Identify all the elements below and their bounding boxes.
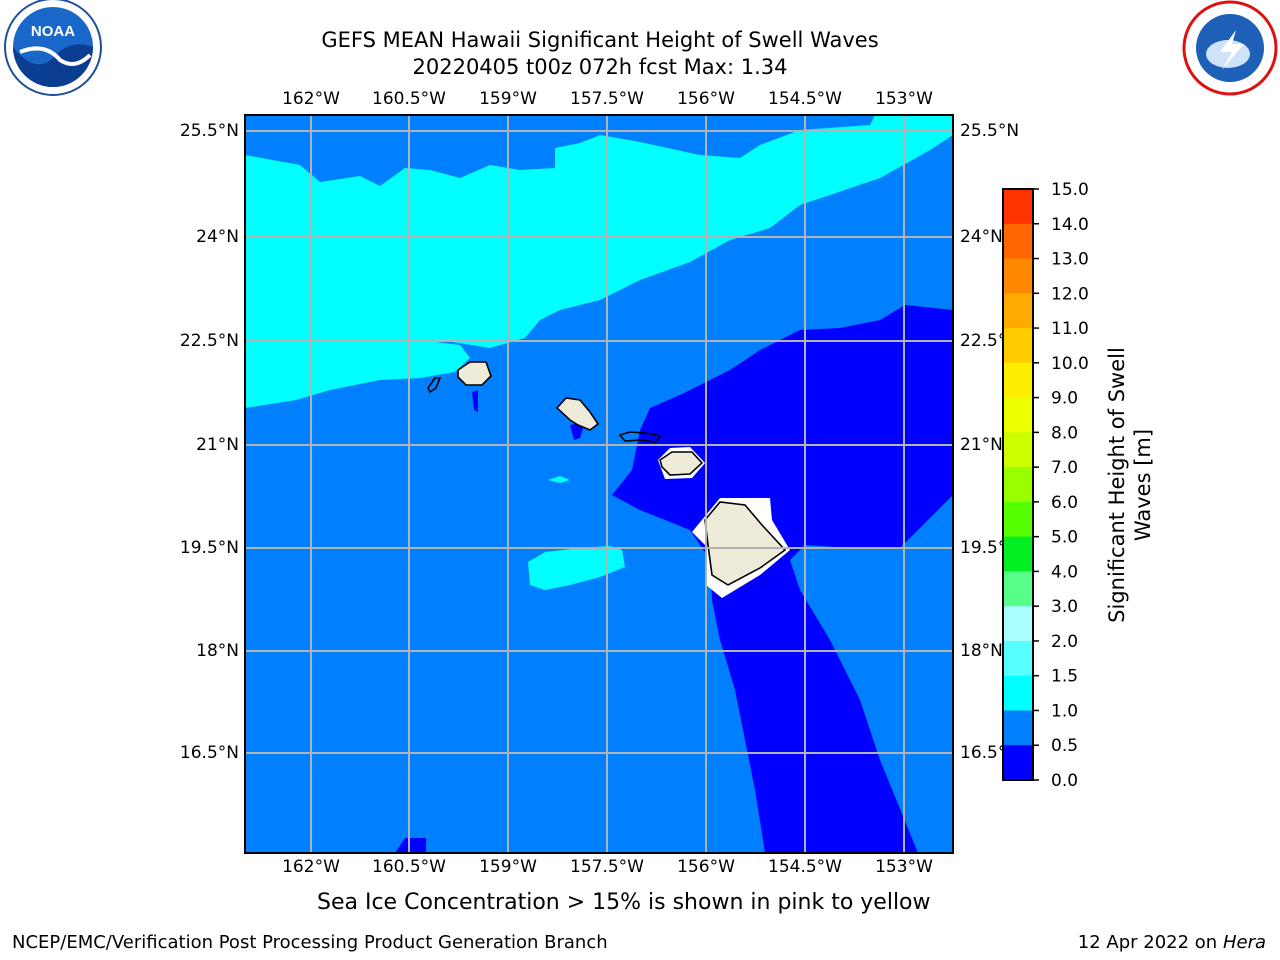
lon-label-bottom: 160.5°W xyxy=(372,857,446,877)
colorbar-segment xyxy=(1003,467,1033,503)
colorbar: 15.0 14.0 13.0 12.0 11.0 10.0 9.0 8.0 7.0 6.0 5.0 4… xyxy=(1002,180,1089,791)
colorbar-tick-label: 6.0 xyxy=(1051,493,1078,513)
colorbar-segment xyxy=(1003,397,1033,433)
lon-label-top: 156°W xyxy=(677,89,735,109)
lon-label-top: 154.5°W xyxy=(768,89,842,109)
lon-label-bottom: 153°W xyxy=(875,857,933,877)
lat-label-right: 16.5°N xyxy=(960,743,1002,763)
lat-label-right: 21°N xyxy=(960,435,1002,455)
colorbar-tick-label: 0.0 xyxy=(1051,771,1078,791)
colorbar-segment xyxy=(1003,606,1033,642)
footer-host: Hera xyxy=(1222,932,1266,953)
lon-label-top: 159°W xyxy=(479,89,537,109)
lon-label-bottom: 159°W xyxy=(479,857,537,877)
colorbar-segment xyxy=(1003,675,1033,711)
island-kauai xyxy=(457,361,492,386)
footer-credit: NCEP/EMC/Verification Post Processing Pr… xyxy=(12,932,608,953)
lon-label-bottom: 154.5°W xyxy=(768,857,842,877)
colorbar-tick-label: 14.0 xyxy=(1051,215,1089,235)
lat-label-left: 19.5°N xyxy=(179,538,239,558)
swell-zone-1-to-1-5 xyxy=(245,115,953,408)
chart-subtitle: 20220405 t00z 072h fcst Max: 1.34 xyxy=(412,55,788,79)
swell-sliver-3 xyxy=(395,838,426,853)
island-molokai xyxy=(618,431,662,443)
island-oahu xyxy=(555,397,600,431)
colorbar-segment xyxy=(1003,189,1033,225)
footer-date: 12 Apr 2022 on Hera xyxy=(1078,932,1266,953)
colorbar-tick-label: 11.0 xyxy=(1051,319,1089,339)
lon-label-top: 157.5°W xyxy=(570,89,644,109)
colorbar-tick-label: 5.0 xyxy=(1051,528,1078,548)
lon-label-top: 153°W xyxy=(875,89,933,109)
lon-label-top: 162°W xyxy=(282,89,340,109)
swell-zone-0-to-0-5 xyxy=(612,305,953,853)
lat-label-right: 18°N xyxy=(960,641,1002,661)
swell-sliver-1 xyxy=(472,390,478,412)
colorbar-segment xyxy=(1003,223,1033,260)
lat-label-left: 18°N xyxy=(196,641,239,661)
colorbar-segment xyxy=(1003,710,1033,746)
colorbar-segment xyxy=(1003,432,1033,468)
lat-label-left: 16.5°N xyxy=(179,743,239,763)
swell-patch-south xyxy=(528,546,625,590)
lat-label-right: 22.5°N xyxy=(960,331,1002,351)
lon-label-bottom: 157.5°W xyxy=(570,857,644,877)
colorbar-tick-label: 7.0 xyxy=(1051,458,1078,478)
colorbar-tick-label: 8.0 xyxy=(1051,423,1078,443)
lat-label-right: 19.5°N xyxy=(960,538,1002,558)
lat-label-left: 22.5°N xyxy=(179,331,239,351)
island-maui xyxy=(659,451,704,476)
lat-label-right: 25.5°N xyxy=(960,121,1020,141)
colorbar-segment xyxy=(1003,362,1033,399)
lon-label-top: 160.5°W xyxy=(372,89,446,109)
colorbar-segment xyxy=(1003,571,1033,607)
island-big-island xyxy=(704,501,787,586)
colorbar-frame xyxy=(1002,188,1034,781)
colorbar-tick-label: 13.0 xyxy=(1051,250,1089,270)
island-niihau xyxy=(427,377,442,394)
lat-label-right: 24°N xyxy=(960,227,1002,247)
colorbar-tick-label: 0.5 xyxy=(1051,736,1078,756)
colorbar-segment xyxy=(1003,328,1033,364)
colorbar-segment xyxy=(1003,258,1033,294)
colorbar-label: Significant Height of Swell Waves [m] xyxy=(1105,347,1155,623)
colorbar-tick-label: 3.0 xyxy=(1051,597,1078,617)
swell-patch-small xyxy=(548,476,570,483)
colorbar-tick-label: 9.0 xyxy=(1051,389,1078,409)
colorbar-tick-label: 1.0 xyxy=(1051,701,1078,721)
colorbar-tick-label: 4.0 xyxy=(1051,562,1078,582)
colorbar-tick-label: 1.5 xyxy=(1051,667,1078,687)
lon-label-bottom: 162°W xyxy=(282,857,340,877)
colorbar-tick-label: 15.0 xyxy=(1051,180,1089,200)
colorbar-segment xyxy=(1003,293,1033,329)
colorbar-segment xyxy=(1003,501,1033,538)
hawaii-islands xyxy=(427,361,787,586)
chart-title: GEFS MEAN Hawaii Significant Height of S… xyxy=(321,28,879,52)
colorbar-tick-label: 2.0 xyxy=(1051,632,1078,652)
lat-label-left: 21°N xyxy=(196,435,239,455)
colorbar-segment xyxy=(1003,640,1033,677)
lat-label-left: 25.5°N xyxy=(179,121,239,141)
colorbar-segment xyxy=(1003,745,1033,781)
map-frame xyxy=(244,114,954,854)
sea-ice-caption: Sea Ice Concentration > 15% is shown in … xyxy=(317,890,931,915)
map-gridlines xyxy=(245,115,953,853)
lat-label-left: 24°N xyxy=(196,227,239,247)
footer-date-text: 12 Apr 2022 on xyxy=(1077,932,1223,953)
colorbar-segment xyxy=(1003,536,1033,572)
lon-label-bottom: 156°W xyxy=(677,857,735,877)
colorbar-tick-label: 12.0 xyxy=(1051,284,1089,304)
colorbar-tick-label: 10.0 xyxy=(1051,354,1089,374)
